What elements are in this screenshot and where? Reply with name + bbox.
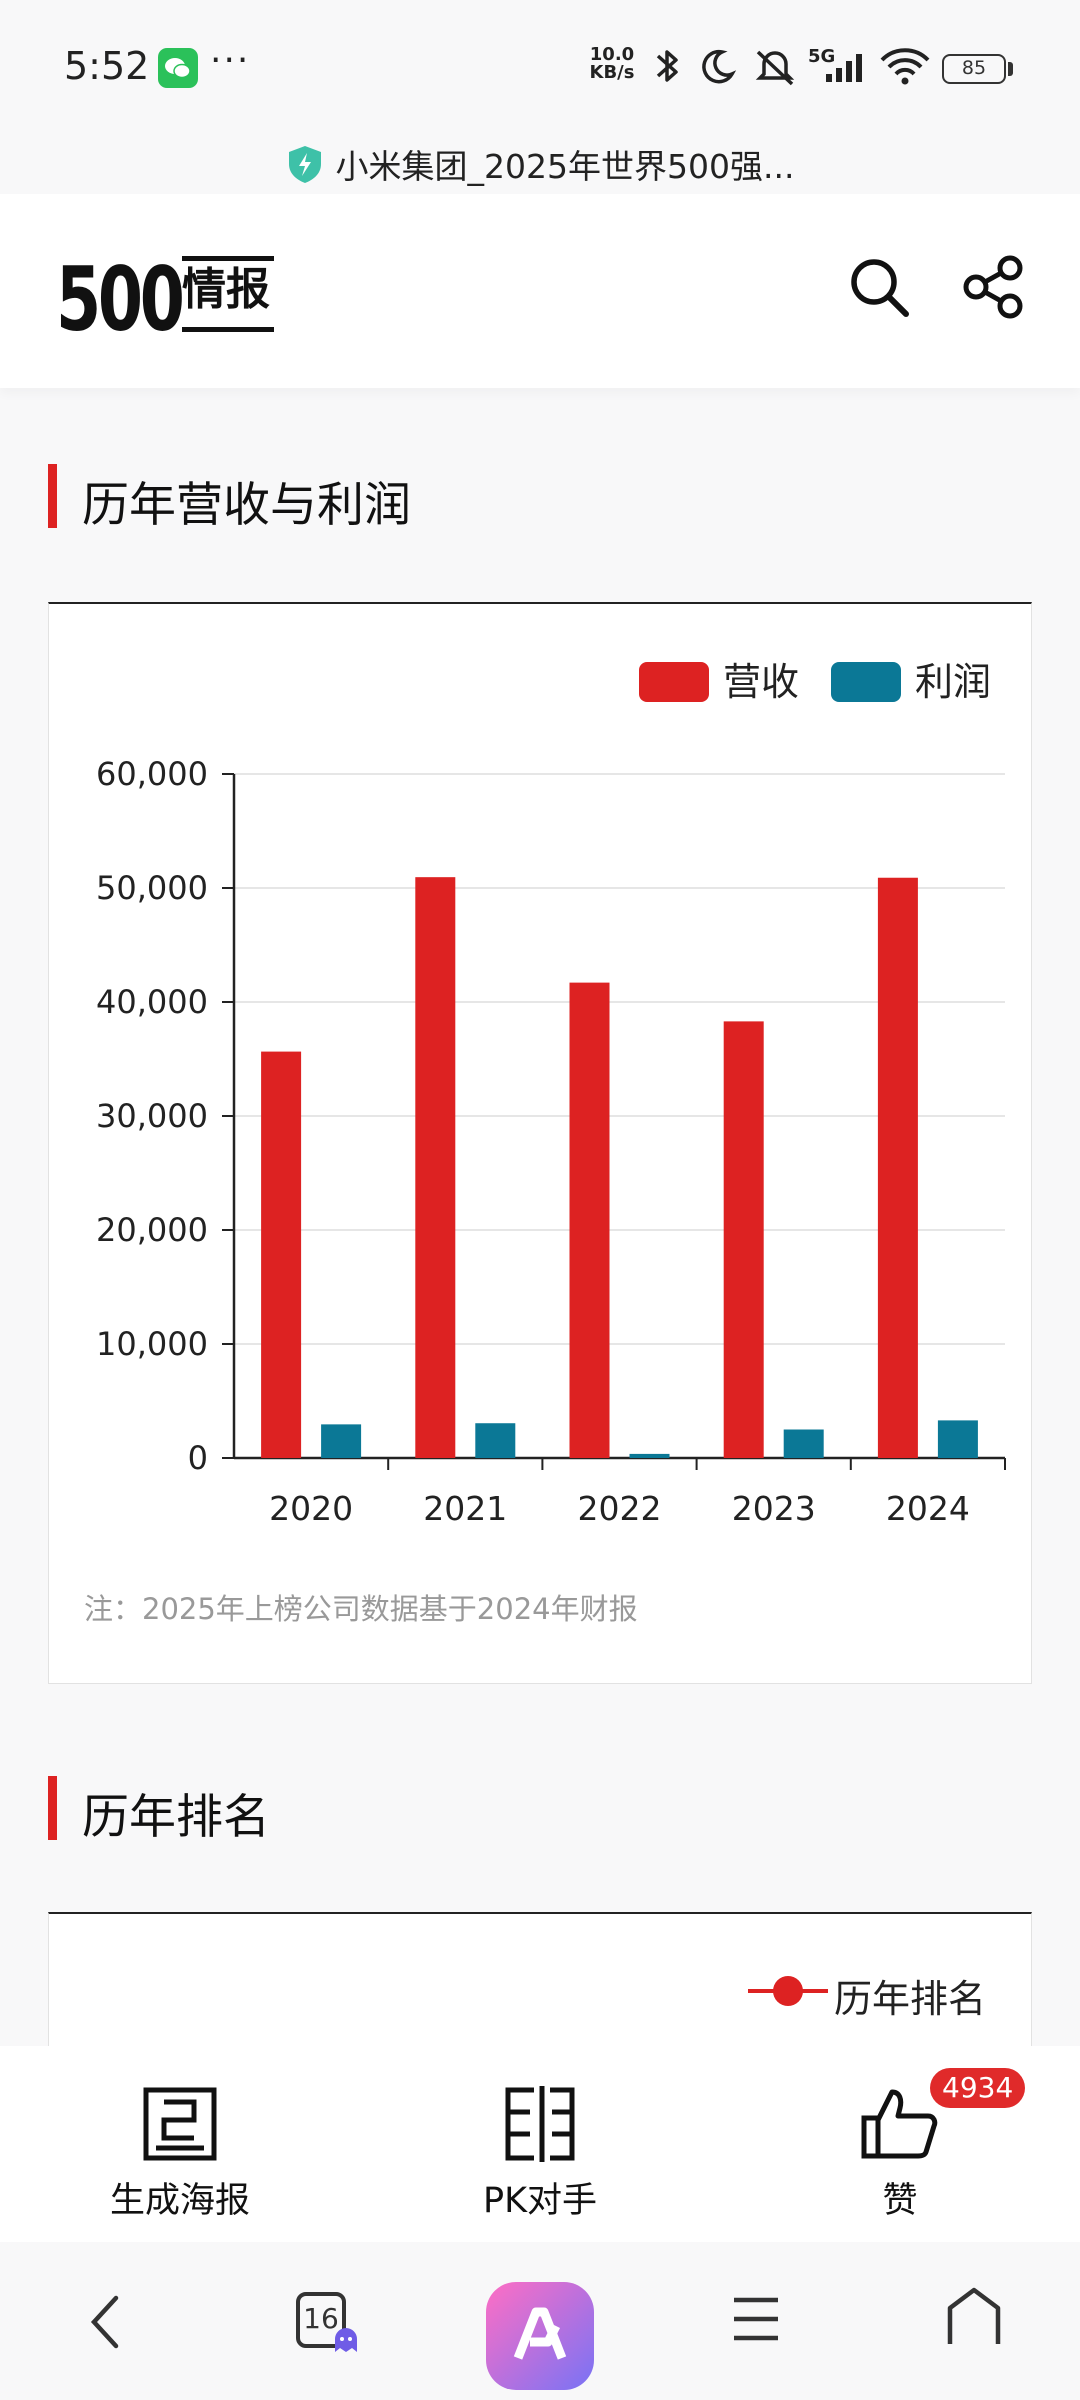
- y-tick-label: 60,000: [96, 755, 208, 793]
- revenue-profit-chart: 60,000 50,000 40,000 30,000 20,000 10,000 0 202…: [48, 602, 1032, 1684]
- browser-nav-bar: 16: [0, 2242, 1080, 2400]
- back-icon[interactable]: [82, 2292, 128, 2352]
- like-label: 赞: [882, 2181, 918, 2221]
- bar-profit-2024: [937, 1420, 978, 1458]
- bar-revenue-2020: [261, 1051, 302, 1458]
- pk-label: PK对手: [482, 2181, 598, 2221]
- chart-note: 注：2025年上榜公司数据基于2024年财报: [84, 1592, 638, 1626]
- secure-shield-icon: [288, 146, 321, 183]
- y-tick-label: 40,000: [96, 983, 208, 1021]
- like-count-badge: 4934: [930, 2068, 1026, 2108]
- generate-poster-button[interactable]: 生成海报: [70, 2086, 290, 2223]
- net-speed-unit: KB/s: [589, 62, 635, 83]
- net-speed: 10.0 KB/s: [588, 46, 636, 82]
- legend-swatch-profit: [831, 662, 901, 702]
- rank-legend-marker[interactable]: [748, 1966, 828, 2016]
- rank-legend-label[interactable]: 历年排名: [834, 1977, 987, 2021]
- legend-label-revenue: 营收: [723, 660, 799, 704]
- bar-revenue-2021: [415, 877, 456, 1458]
- share-icon[interactable]: [960, 254, 1026, 320]
- y-tick-label: 30,000: [96, 1097, 208, 1135]
- wechat-icon: [158, 48, 198, 88]
- net-speed-value: 10.0: [589, 44, 635, 65]
- url-bar[interactable]: 小米集团_2025年世界500强...: [0, 140, 1080, 194]
- moon-icon: [702, 49, 737, 84]
- signal-icon: [826, 54, 862, 82]
- y-tick-label: 50,000: [96, 869, 208, 907]
- chart-canvas: 60,000 50,000 40,000 30,000 20,000 10,000 0 202…: [96, 660, 1006, 1528]
- bar-profit-2021: [475, 1423, 516, 1458]
- bar-profit-2022: [629, 1453, 670, 1458]
- wifi-icon: [880, 48, 930, 85]
- x-tick-label: 2020: [269, 1489, 353, 1528]
- ghost-icon: [335, 2328, 357, 2352]
- tab-count: 16: [303, 2302, 339, 2335]
- battery-level: 85: [942, 54, 1006, 84]
- y-tick-label: 10,000: [96, 1325, 208, 1363]
- poster-icon: [143, 2087, 217, 2161]
- x-tick-label: 2023: [732, 1489, 816, 1528]
- search-icon[interactable]: [846, 254, 912, 320]
- bar-profit-2020: [321, 1424, 362, 1458]
- x-tick-label: 2024: [886, 1489, 970, 1528]
- tabs-button[interactable]: 16: [296, 2292, 346, 2348]
- menu-icon[interactable]: [732, 2294, 780, 2344]
- bar-revenue-2022: [569, 982, 610, 1458]
- section-title-revenue: 历年营收与利润: [82, 478, 411, 533]
- logo-number[interactable]: 500: [56, 248, 185, 351]
- ai-assistant-button[interactable]: [486, 2282, 594, 2390]
- section-accent-bar: [48, 464, 57, 528]
- bar-revenue-2024: [877, 877, 918, 1458]
- network-type: 5G: [808, 46, 836, 67]
- like-button[interactable]: 赞: [790, 2086, 1010, 2223]
- pk-icon: [505, 2086, 575, 2162]
- status-time: 5:52: [64, 44, 150, 88]
- mute-bell-icon: [755, 50, 795, 86]
- x-tick-label: 2021: [423, 1489, 507, 1528]
- section-title-rank: 历年排名: [82, 1790, 270, 1845]
- action-bar: 生成海报 PK对手 赞: [0, 2046, 1080, 2242]
- x-tick-label: 2022: [578, 1489, 662, 1528]
- logo[interactable]: 情报: [182, 256, 274, 332]
- home-icon[interactable]: [946, 2286, 1002, 2346]
- ai-assistant-icon: [513, 2307, 567, 2360]
- site-header: 500 情报: [0, 194, 1080, 388]
- logo-text: 情报: [182, 264, 270, 315]
- battery-icon: [1008, 62, 1013, 76]
- more-notifications-icon: ···: [210, 40, 251, 81]
- poster-label: 生成海报: [109, 2181, 250, 2221]
- y-tick-label: 20,000: [96, 1211, 208, 1249]
- thumbs-up-icon: [861, 2089, 938, 2159]
- legend-label-profit: 利润: [915, 660, 991, 704]
- status-bar: 5:52 ··· 10.0 KB/s 5G 85: [0, 0, 1080, 140]
- page-title: 小米集团_2025年世界500强...: [335, 147, 795, 186]
- bluetooth-icon: [656, 50, 678, 82]
- y-tick-label: 0: [188, 1439, 208, 1477]
- bar-profit-2023: [783, 1429, 824, 1458]
- section-accent-bar: [48, 1776, 57, 1840]
- bar-revenue-2023: [723, 1021, 764, 1458]
- legend-swatch-revenue: [639, 662, 709, 702]
- pk-button[interactable]: PK对手: [430, 2086, 650, 2223]
